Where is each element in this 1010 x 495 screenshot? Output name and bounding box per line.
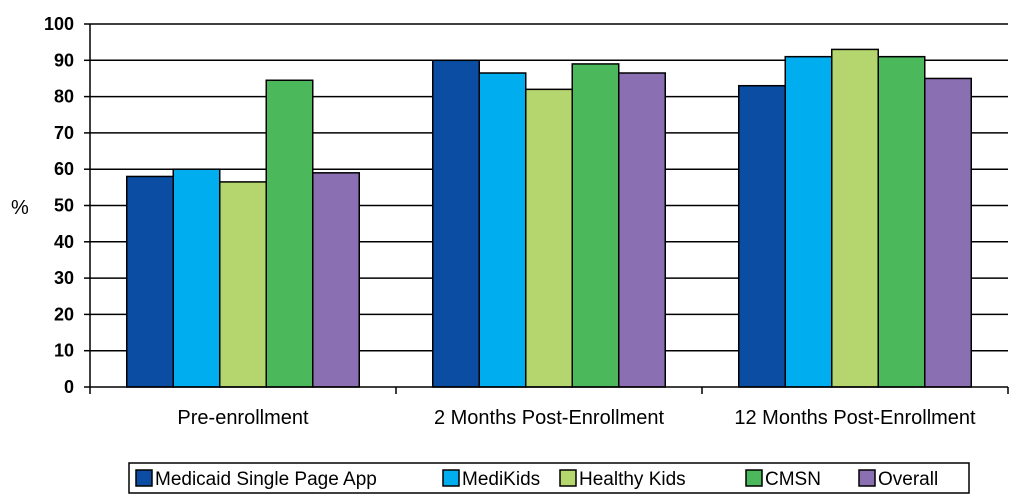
legend-swatch <box>745 469 763 487</box>
legend-swatch <box>135 469 153 487</box>
bar <box>924 77 972 388</box>
y-tick-label: 100 <box>44 14 74 34</box>
legend-label: Medicaid Single Page App <box>155 469 377 490</box>
bars <box>126 48 972 388</box>
bar <box>784 55 833 388</box>
legend-box <box>128 462 970 494</box>
bar <box>126 175 174 388</box>
bar <box>219 181 267 388</box>
bar <box>831 48 879 388</box>
legend-label: CMSN <box>765 469 821 490</box>
y-tick-label: 0 <box>64 377 74 397</box>
bar <box>525 88 573 388</box>
x-category-label: Pre-enrollment <box>177 407 309 429</box>
bar <box>571 63 620 388</box>
y-tick-label: 10 <box>54 341 74 361</box>
axes <box>84 23 1009 394</box>
y-tick-label: 50 <box>54 196 74 216</box>
bar <box>478 72 527 388</box>
x-category-labels: Pre-enrollment 2 Months Post-Enrollment 12… <box>177 407 976 429</box>
x-category-label: 2 Months Post-Enrollment <box>434 407 665 429</box>
legend: Medicaid Single Page App MediKids Healthy … <box>128 462 970 494</box>
bar <box>172 168 221 388</box>
y-tick-label: 30 <box>54 268 74 288</box>
y-tick-label: 80 <box>54 87 74 107</box>
y-tick-label: 90 <box>54 50 74 70</box>
bar <box>618 72 666 388</box>
legend-label: Healthy Kids <box>579 469 686 490</box>
y-tick-label: 70 <box>54 123 74 143</box>
legend-swatch <box>858 469 876 487</box>
y-axis-label: % <box>11 197 29 219</box>
bar <box>432 59 480 388</box>
y-tick-labels: 0 10 20 30 40 50 60 70 80 90 100 <box>44 14 74 397</box>
legend-swatch <box>559 469 577 487</box>
y-tick-label: 60 <box>54 159 74 179</box>
legend-swatch <box>442 469 460 487</box>
y-tick-label: 40 <box>54 232 74 252</box>
bar <box>312 172 360 388</box>
x-category-label: 12 Months Post-Enrollment <box>734 407 976 429</box>
bar <box>738 84 786 388</box>
y-tick-label: 20 <box>54 304 74 324</box>
bar <box>265 79 314 388</box>
legend-label: Overall <box>878 469 938 490</box>
bar <box>877 55 926 388</box>
legend-label: MediKids <box>462 469 540 490</box>
